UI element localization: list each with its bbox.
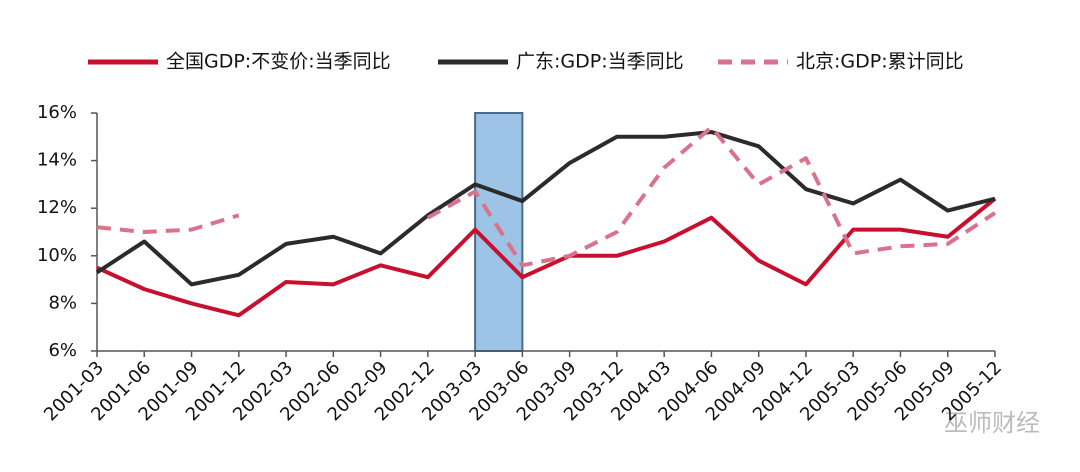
y-tick-label: 16% — [37, 102, 77, 123]
legend-label: 广东:GDP:当季同比 — [516, 51, 684, 73]
series-line — [96, 125, 997, 268]
series-line — [95, 130, 996, 287]
y-tick-label: 8% — [48, 292, 77, 313]
legend-label: 北京:GDP:累计同比 — [796, 51, 964, 73]
y-tick-label: 6% — [48, 340, 77, 361]
y-tick-label: 12% — [37, 197, 77, 218]
series-line — [96, 197, 997, 318]
y-tick-label: 14% — [37, 150, 77, 171]
y-tick-label: 10% — [37, 245, 77, 266]
legend-label: 全国GDP:不变价:当季同比 — [166, 51, 391, 73]
watermark: 巫师财经 — [944, 409, 1040, 437]
